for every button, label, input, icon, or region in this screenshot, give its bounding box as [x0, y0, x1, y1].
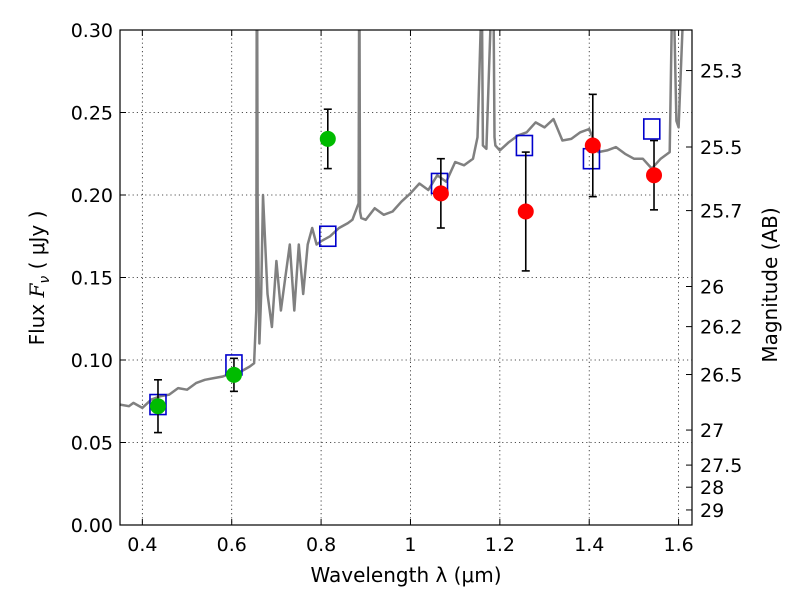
observed-point [584, 137, 601, 154]
model-square [515, 134, 534, 157]
y-axis-title: Flux Fν ( μJy ) [25, 211, 53, 346]
x-tick-label: 1 [404, 534, 416, 556]
y2-tick-label: 25.5 [700, 137, 742, 159]
y-tick-label: 0.00 [71, 515, 113, 537]
y-tick-label: 0.10 [71, 350, 113, 372]
observed-point [517, 203, 534, 220]
y-axis-title-prefix: Flux [25, 297, 49, 345]
y-tick-label: 0.15 [71, 268, 113, 290]
points-layer [149, 93, 663, 434]
y2-tick-label: 26 [700, 277, 724, 299]
y2-tick-label: 29 [700, 500, 724, 522]
observed-point [149, 398, 166, 415]
x-tick-label: 0.6 [217, 534, 247, 556]
model-square [642, 118, 661, 140]
x-tick-label: 0.8 [306, 534, 336, 556]
grid-layer [120, 30, 692, 525]
observed-point [319, 130, 336, 147]
x-tick-label: 1.6 [663, 534, 693, 556]
observed-point [646, 167, 663, 184]
y-tick-label: 0.05 [71, 433, 113, 455]
spectrum-line [120, 30, 692, 410]
y-axis-title-suffix: ( μJy ) [25, 211, 49, 276]
y-axis-title-symbol: F [25, 282, 49, 298]
ticks-layer: 0.4 0.6 0.8 1 1.2 1.4 1.6 0.00 0.05 0.10 0.15 0.20 0… [71, 20, 743, 556]
observed-point [225, 366, 242, 383]
x-tick-label: 0.4 [127, 534, 157, 556]
y2-axis-title: Magnitude (AB) [758, 207, 782, 362]
x-tick-label: 1.2 [485, 534, 515, 556]
y-tick-label: 0.25 [71, 103, 113, 125]
observed-point [432, 185, 449, 202]
y2-tick-label: 25.3 [700, 61, 742, 83]
y2-tick-label: 28 [700, 477, 724, 499]
spectrum-layer [120, 30, 692, 410]
model-square [318, 225, 337, 248]
y2-tick-label: 27 [700, 420, 724, 442]
y2-tick-label: 27.5 [700, 455, 742, 477]
y2-tick-label: 26.5 [700, 365, 742, 387]
x-tick-label: 1.4 [574, 534, 604, 556]
y-tick-label: 0.30 [71, 20, 113, 42]
y2-tick-label: 26.2 [700, 317, 742, 339]
y-tick-label: 0.20 [71, 185, 113, 207]
y2-tick-label: 25.7 [700, 201, 742, 223]
x-axis-title: Wavelength λ (μm) [310, 563, 501, 587]
y-axis-title-subscript: ν [37, 276, 53, 284]
